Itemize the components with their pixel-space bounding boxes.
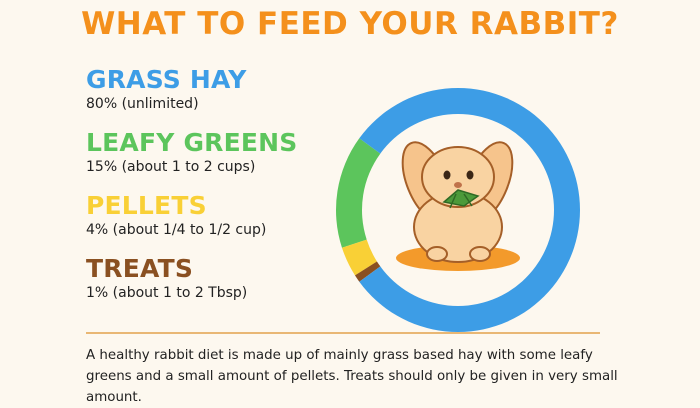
legend-label-pellets: PELLETS	[86, 191, 207, 220]
legend-desc-treats: 1% (about 1 to 2 Tbsp)	[86, 285, 248, 301]
diet-caption: A healthy rabbit diet is made up of main…	[86, 348, 618, 405]
legend-item-pellets: PELLETS 4% (about 1/4 to 1/2 cup)	[86, 190, 346, 253]
diet-legend: GRASS HAY 80% (unlimited) LEAFY GREENS 1…	[86, 64, 346, 316]
divider	[86, 332, 600, 334]
donut-slice-pellets	[341, 239, 377, 276]
legend-desc-leafy-greens: 15% (about 1 to 2 cups)	[86, 159, 256, 175]
rabbit-illustration	[396, 141, 520, 271]
legend-item-leafy-greens: LEAFY GREENS 15% (about 1 to 2 cups)	[86, 127, 346, 190]
legend-label-treats: TREATS	[86, 254, 194, 283]
legend-item-grass-hay: GRASS HAY 80% (unlimited)	[86, 64, 346, 127]
legend-label-leafy-greens: LEAFY GREENS	[86, 128, 298, 157]
donut-slice-leafy-greens	[336, 138, 381, 248]
legend-label-grass-hay: GRASS HAY	[86, 65, 247, 94]
legend-desc-grass-hay: 80% (unlimited)	[86, 96, 199, 112]
diet-donut-chart	[336, 87, 580, 332]
legend-item-treats: TREATS 1% (about 1 to 2 Tbsp)	[86, 253, 346, 316]
legend-desc-pellets: 4% (about 1/4 to 1/2 cup)	[86, 222, 267, 238]
donut-slice-treats	[354, 261, 381, 282]
page-title: WHAT TO FEED YOUR RABBIT?	[81, 6, 619, 42]
